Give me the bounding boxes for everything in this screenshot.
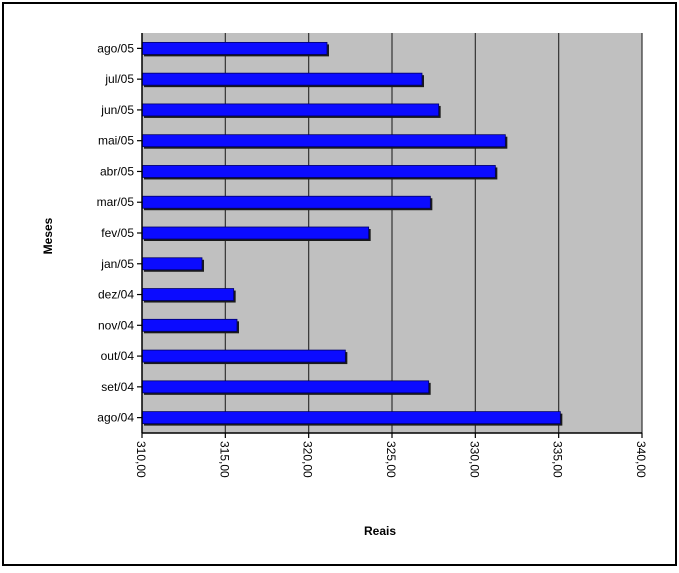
bar (141, 318, 238, 332)
bar (141, 72, 423, 86)
y-tick-label: jan/05 (100, 257, 134, 271)
y-tick-label: ago/04 (97, 411, 134, 425)
x-tick-label: 340,00 (634, 441, 648, 478)
bars (141, 41, 563, 426)
y-tick-label: ago/05 (97, 41, 134, 55)
bar (141, 349, 346, 363)
bar (141, 226, 370, 240)
x-tick-label: 315,00 (217, 441, 231, 478)
bar (141, 195, 431, 209)
x-tick-label: 330,00 (467, 441, 481, 478)
x-tick-label: 335,00 (551, 441, 565, 478)
x-tick-label: 325,00 (384, 441, 398, 478)
y-tick-label: mai/05 (98, 134, 134, 148)
y-tick-label: jul/05 (104, 72, 134, 86)
bar (141, 257, 203, 271)
y-tick-label: set/04 (101, 380, 134, 394)
y-axis-label: Meses (41, 217, 55, 254)
bar (141, 380, 430, 394)
y-tick-label: mar/05 (97, 195, 135, 209)
y-tick-label: jun/05 (100, 103, 134, 117)
bar (141, 41, 328, 55)
bar (141, 165, 496, 178)
x-axis-label: Reais (364, 524, 396, 538)
y-tick-label: dez/04 (98, 288, 134, 302)
bar (141, 134, 506, 148)
bar (141, 288, 235, 301)
bar (141, 103, 440, 117)
x-tick-label: 310,00 (134, 441, 148, 478)
y-tick-label: out/04 (101, 349, 135, 363)
x-tick-label: 320,00 (301, 441, 315, 478)
y-tick-label: fev/05 (101, 226, 134, 240)
y-tick-label: abr/05 (100, 164, 134, 178)
y-tick-label: nov/04 (98, 318, 134, 332)
x-tick-labels: 310,00 315,00 320,00 325,00 330,00 335,00 340,… (134, 433, 648, 478)
y-tick-labels: ago/04 set/04 out/04 nov/04 dez/04 jan/05 fev/… (97, 41, 142, 425)
bar (141, 411, 561, 425)
